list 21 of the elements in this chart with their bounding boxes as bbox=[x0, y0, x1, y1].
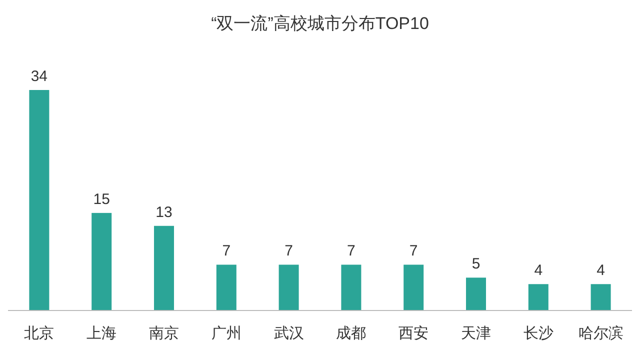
data-label: 7 bbox=[222, 242, 231, 260]
x-tick-label: 武汉 bbox=[274, 325, 304, 342]
x-tick-label: 上海 bbox=[86, 325, 117, 342]
x-tick-label: 广州 bbox=[211, 325, 242, 342]
data-label: 15 bbox=[93, 190, 110, 208]
data-label: 13 bbox=[156, 204, 172, 221]
data-label: 4 bbox=[534, 262, 543, 280]
data-label: 7 bbox=[347, 242, 356, 260]
x-tick-label: 北京 bbox=[24, 325, 54, 342]
data-label: 4 bbox=[596, 262, 605, 280]
data-label: 7 bbox=[409, 242, 418, 260]
x-tick-label: 西安 bbox=[398, 325, 429, 342]
data-label: 5 bbox=[472, 256, 480, 273]
x-tick-label: 天津 bbox=[461, 325, 491, 342]
x-tick-label: 南京 bbox=[149, 325, 179, 342]
x-tick-label: 哈尔滨 bbox=[578, 325, 624, 342]
x-tick-label: 长沙 bbox=[523, 325, 554, 342]
data-label: 34 bbox=[30, 68, 48, 85]
data-label: 7 bbox=[284, 242, 293, 260]
title: “双一流”高校城市分布TOP10 bbox=[211, 14, 429, 33]
x-tick-label: 成都 bbox=[336, 325, 366, 342]
